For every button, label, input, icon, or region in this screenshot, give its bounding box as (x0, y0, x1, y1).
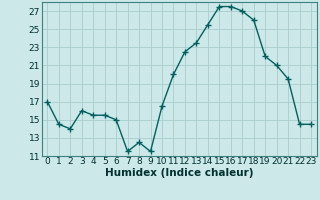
X-axis label: Humidex (Indice chaleur): Humidex (Indice chaleur) (105, 168, 253, 178)
